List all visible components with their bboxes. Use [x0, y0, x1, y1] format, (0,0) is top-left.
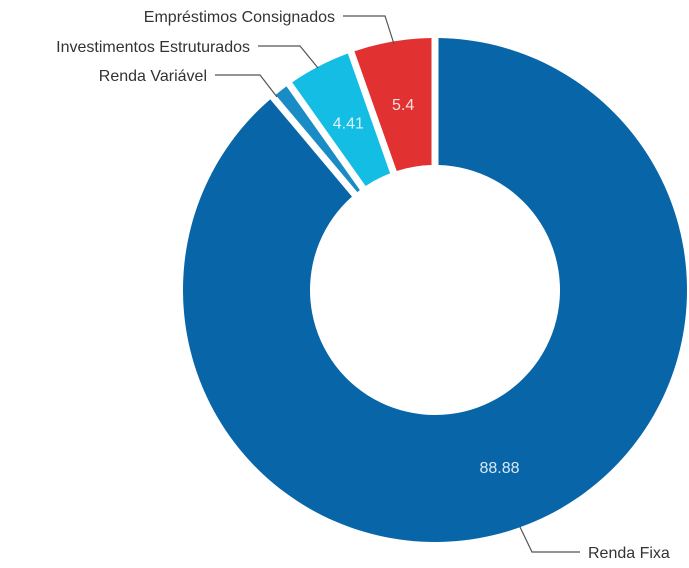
leader-line-emprestimos-consignados: [343, 15, 395, 45]
slice-renda-variavel[interactable]: [275, 86, 360, 193]
data-label-renda-fixa: 88.88: [479, 460, 519, 477]
data-label-emprestimos-consignados: 5.4: [392, 97, 414, 114]
category-label-renda-variavel: Renda Variável: [99, 68, 207, 85]
category-label-emprestimos-consignados: Empréstimos Consignados: [144, 9, 335, 26]
leader-line-renda-fixa: [519, 526, 580, 553]
slice-emprestimos-consignados[interactable]: [354, 38, 432, 172]
data-label-investimentos-estruturados: 4.41: [333, 116, 364, 133]
slice-renda-fixa[interactable]: [183, 38, 687, 543]
slice-investimentos-estruturados[interactable]: [292, 53, 391, 187]
category-label-renda-fixa: Renda Fixa: [588, 545, 670, 562]
leader-line-investimentos-estruturados: [258, 45, 319, 69]
leader-line-renda-variavel: [215, 74, 278, 98]
category-label-investimentos-estruturados: Investimentos Estruturados: [56, 39, 250, 56]
